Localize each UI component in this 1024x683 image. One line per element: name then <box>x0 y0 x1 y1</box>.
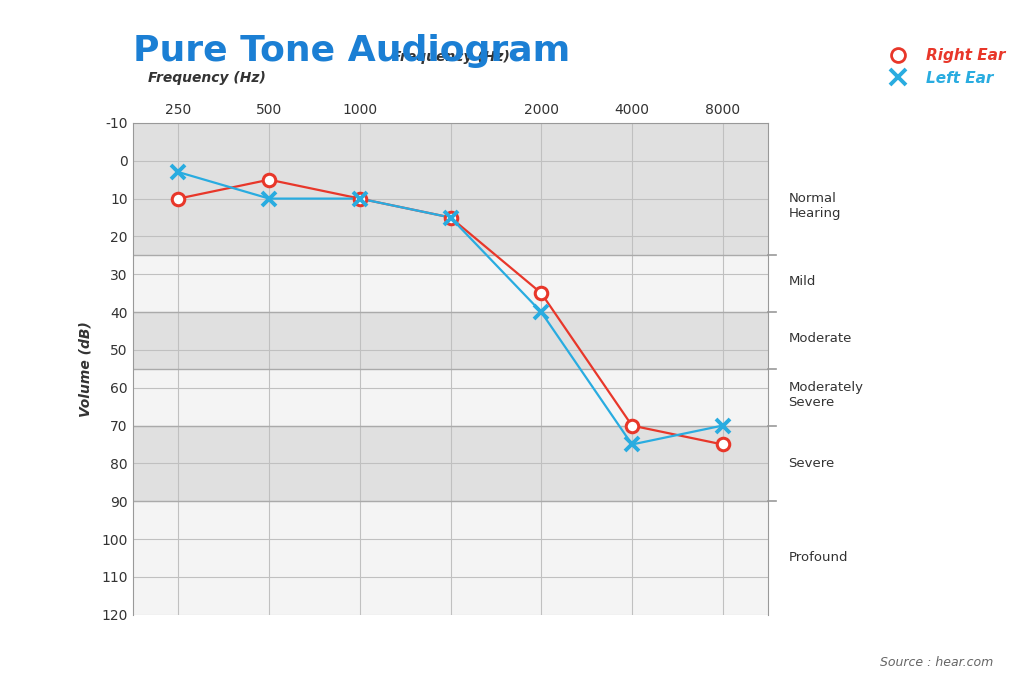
Bar <box>133 255 768 312</box>
Text: Mild: Mild <box>788 275 816 288</box>
Text: Severe: Severe <box>788 457 835 470</box>
Legend: Right Ear, Left Ear: Right Ear, Left Ear <box>877 42 1012 92</box>
Text: Source : hear.com: Source : hear.com <box>880 656 993 669</box>
Bar <box>133 426 768 501</box>
Text: Normal
Hearing: Normal Hearing <box>788 192 841 220</box>
Text: Pure Tone Audiogram: Pure Tone Audiogram <box>133 34 570 68</box>
Text: Moderately
Severe: Moderately Severe <box>788 381 863 409</box>
Bar <box>133 369 768 426</box>
Text: Frequency (Hz): Frequency (Hz) <box>391 50 510 64</box>
Text: Profound: Profound <box>788 551 848 564</box>
Bar <box>133 123 768 255</box>
Y-axis label: Volume (dB): Volume (dB) <box>79 321 93 417</box>
Text: Moderate: Moderate <box>788 332 852 345</box>
Bar <box>133 501 768 615</box>
Text: Frequency (Hz): Frequency (Hz) <box>148 72 266 85</box>
Bar <box>133 312 768 369</box>
